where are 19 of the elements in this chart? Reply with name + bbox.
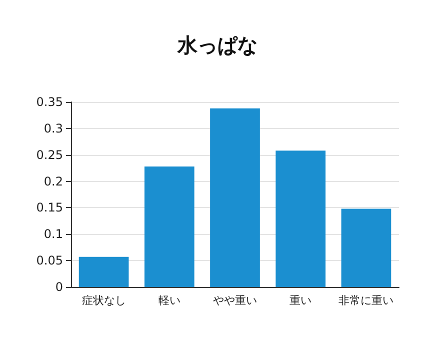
y-tick-label: 0.15 bbox=[36, 200, 63, 215]
x-tick-label: 重い bbox=[290, 294, 312, 307]
bar bbox=[210, 108, 260, 287]
x-tick-label: 軽い bbox=[158, 294, 180, 307]
y-tick-label: 0.1 bbox=[44, 227, 63, 242]
y-tick-label: 0.25 bbox=[36, 148, 63, 162]
x-tick-label: 症状なし bbox=[82, 294, 126, 307]
y-tick-label: 0.3 bbox=[44, 121, 63, 136]
x-tick-label: 非常に重い bbox=[338, 294, 394, 307]
bar bbox=[78, 256, 129, 287]
y-tick-label: 0.2 bbox=[44, 174, 63, 188]
bar bbox=[276, 150, 326, 287]
y-tick-label: 0 bbox=[55, 280, 63, 294]
y-tick-label: 0.35 bbox=[36, 95, 63, 109]
bar bbox=[144, 166, 194, 287]
bar bbox=[341, 208, 392, 287]
y-tick-label: 0.05 bbox=[36, 254, 63, 268]
chart-title: 水っぱな bbox=[176, 33, 258, 57]
x-tick-label: やや重い bbox=[213, 294, 257, 307]
